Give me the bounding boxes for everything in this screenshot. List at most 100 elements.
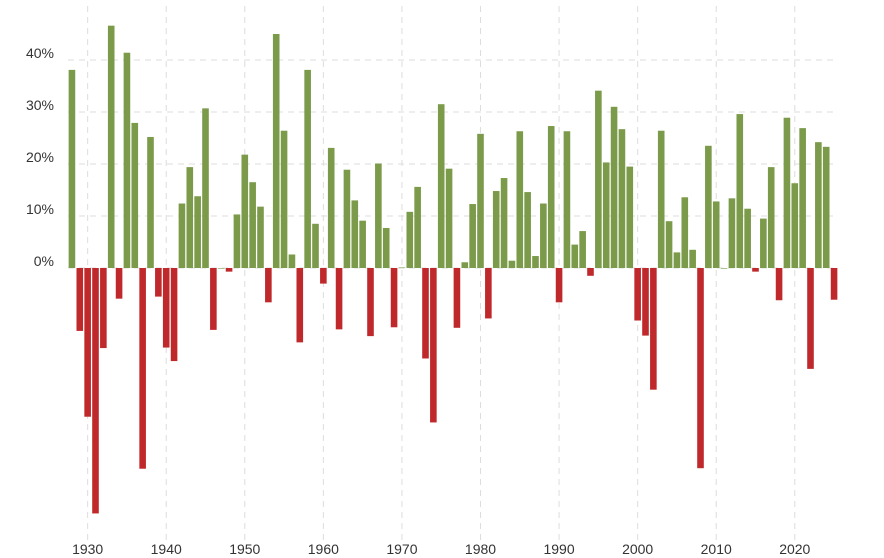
bar-1955 xyxy=(280,130,288,268)
bar-1980 xyxy=(477,133,484,268)
bar-2009 xyxy=(705,145,712,268)
bar-1943 xyxy=(186,167,194,268)
bar-1942 xyxy=(178,203,186,268)
bar-1937 xyxy=(139,268,146,469)
x-tick-label-1940: 1940 xyxy=(151,541,182,557)
bar-1978 xyxy=(461,262,469,268)
bar-1940 xyxy=(162,268,170,348)
bar-2025 xyxy=(830,268,838,300)
bar-1929 xyxy=(76,268,84,331)
y-tick-label-40: 40% xyxy=(26,45,54,61)
bar-1959 xyxy=(312,223,319,268)
bar-2011 xyxy=(720,268,728,269)
x-tick-label-1980: 1980 xyxy=(465,541,496,557)
bar-1957 xyxy=(296,268,304,343)
x-tick-label-2020: 2020 xyxy=(779,541,810,557)
bar-2013 xyxy=(736,114,744,268)
x-tick-label-2010: 2010 xyxy=(701,541,732,557)
bar-1961 xyxy=(327,147,335,268)
bar-2000 xyxy=(634,268,641,321)
bar-1977 xyxy=(453,268,461,328)
bar-1993 xyxy=(579,231,586,268)
bar-1982 xyxy=(492,191,500,268)
bar-1946 xyxy=(210,268,217,330)
bar-1938 xyxy=(147,136,154,268)
bar-1996 xyxy=(602,162,610,268)
bar-1939 xyxy=(155,268,162,297)
bar-2020 xyxy=(791,183,799,268)
bar-2012 xyxy=(728,198,736,268)
bar-1998 xyxy=(618,129,626,268)
bar-1969 xyxy=(390,268,398,328)
bar-2006 xyxy=(681,197,689,268)
y-tick-label-10: 10% xyxy=(26,201,54,217)
bar-1931 xyxy=(92,268,99,514)
bar-1952 xyxy=(257,206,264,268)
bar-1994 xyxy=(587,268,594,276)
bar-1990 xyxy=(555,268,563,303)
bar-2019 xyxy=(783,117,791,268)
x-tick-label-1970: 1970 xyxy=(386,541,417,557)
bar-1965 xyxy=(359,220,366,268)
bar-1987 xyxy=(532,256,539,268)
bar-1997 xyxy=(610,106,618,268)
bar-1995 xyxy=(595,90,602,269)
bar-1974 xyxy=(430,268,437,423)
bar-1964 xyxy=(351,200,359,268)
bar-1970 xyxy=(398,267,406,269)
bar-2022 xyxy=(807,268,814,369)
bar-2005 xyxy=(673,252,681,268)
bar-1975 xyxy=(437,104,445,268)
bar-1976 xyxy=(445,168,453,268)
x-axis-ticks: 1930 1940 1950 1960 1970 1980 1990 2000 2010 2020 xyxy=(72,541,811,557)
bar-1984 xyxy=(508,260,516,268)
bar-1950 xyxy=(241,154,249,268)
bar-1951 xyxy=(249,182,256,268)
bar-1963 xyxy=(343,169,351,268)
bar-2010 xyxy=(712,201,720,268)
bar-1962 xyxy=(335,268,343,330)
bar-1956 xyxy=(288,254,296,268)
y-tick-label-30: 30% xyxy=(26,97,54,113)
bar-1928 xyxy=(68,69,76,268)
bar-1968 xyxy=(382,227,390,268)
bar-1948 xyxy=(225,268,233,272)
bar-2001 xyxy=(642,268,649,336)
y-tick-label-20: 20% xyxy=(26,149,54,165)
bar-1934 xyxy=(115,268,123,299)
bar-1936 xyxy=(131,122,139,268)
bar-2003 xyxy=(657,130,665,268)
x-tick-label-1960: 1960 xyxy=(308,541,339,557)
bar-2017 xyxy=(767,167,775,268)
bar-1981 xyxy=(485,268,492,319)
bar-1991 xyxy=(563,131,571,268)
bar-1988 xyxy=(540,203,547,268)
bar-1971 xyxy=(406,211,414,268)
bar-1945 xyxy=(202,108,209,268)
bar-1973 xyxy=(422,268,429,359)
bar-1947 xyxy=(217,268,225,269)
bar-1966 xyxy=(367,268,374,337)
x-tick-label-1930: 1930 xyxy=(72,541,103,557)
grid-lines xyxy=(68,6,838,542)
x-tick-label-1990: 1990 xyxy=(543,541,574,557)
bar-1972 xyxy=(414,186,421,268)
x-tick-label-2000: 2000 xyxy=(622,541,653,557)
bar-1932 xyxy=(100,268,107,349)
bar-1999 xyxy=(626,166,634,268)
bar-1989 xyxy=(547,126,555,268)
bar-2002 xyxy=(650,268,657,390)
bar-1944 xyxy=(194,196,201,268)
bar-1986 xyxy=(524,192,531,268)
bar-1933 xyxy=(107,25,115,269)
bar-2024 xyxy=(822,146,830,268)
bar-2021 xyxy=(799,128,806,268)
bar-2023 xyxy=(815,142,822,268)
bar-1954 xyxy=(272,34,280,268)
bar-2014 xyxy=(744,208,751,268)
bar-1935 xyxy=(123,52,131,268)
bar-2018 xyxy=(775,268,783,301)
bar-1992 xyxy=(571,244,579,268)
y-axis-ticks: 0% 10% 20% 30% 40% xyxy=(26,45,54,269)
